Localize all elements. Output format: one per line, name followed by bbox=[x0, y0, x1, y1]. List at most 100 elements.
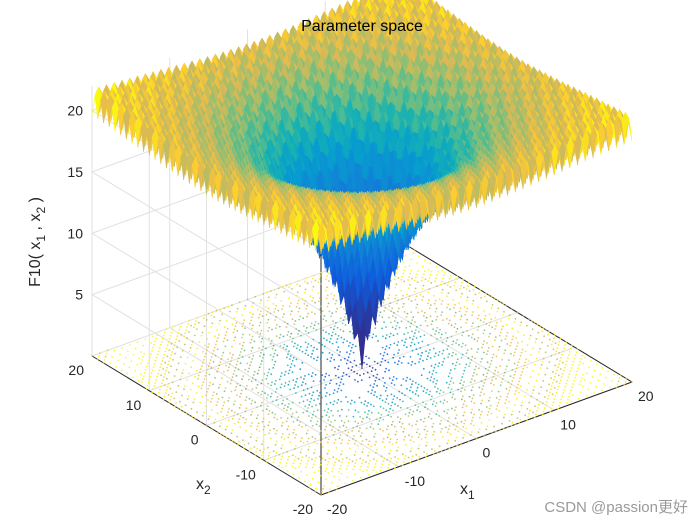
contour-dot bbox=[368, 334, 371, 337]
contour-dot bbox=[434, 438, 436, 441]
contour-dot bbox=[211, 352, 214, 355]
contour-dot bbox=[437, 365, 440, 368]
contour-dot bbox=[213, 421, 216, 424]
contour-dot bbox=[460, 296, 462, 298]
contour-dot bbox=[470, 411, 473, 414]
contour-dot bbox=[615, 386, 618, 389]
contour-dot bbox=[432, 400, 435, 403]
contour-dot bbox=[319, 391, 321, 394]
contour-dot bbox=[328, 310, 331, 313]
contour-dot bbox=[318, 402, 321, 405]
contour-dot bbox=[385, 398, 388, 400]
contour-dot bbox=[251, 358, 254, 360]
contour-dot bbox=[361, 462, 363, 465]
contour-dot bbox=[458, 363, 461, 365]
contour-dot bbox=[336, 402, 339, 404]
contour-dot bbox=[316, 409, 319, 411]
contour-dot bbox=[215, 404, 218, 407]
contour-dot bbox=[300, 384, 303, 387]
contour-dot bbox=[354, 473, 357, 476]
contour-dot bbox=[295, 392, 297, 394]
contour-dot bbox=[486, 425, 489, 428]
contour-dot bbox=[428, 299, 430, 302]
contour-dot bbox=[140, 362, 143, 365]
contour-dot bbox=[478, 417, 481, 419]
contour-dot bbox=[334, 302, 337, 305]
contour-dot bbox=[277, 287, 280, 290]
contour-dot bbox=[320, 441, 322, 444]
contour-dot bbox=[289, 441, 292, 444]
contour-dot bbox=[506, 407, 508, 409]
contour-dot bbox=[213, 391, 215, 394]
contour-dot bbox=[313, 463, 315, 466]
contour-dot bbox=[196, 317, 198, 319]
contour-dot bbox=[259, 302, 261, 305]
contour-dot bbox=[141, 359, 144, 361]
contour-dot bbox=[163, 376, 165, 378]
contour-dot bbox=[434, 363, 437, 366]
contour-dot bbox=[383, 385, 385, 387]
contour-dot bbox=[156, 395, 159, 397]
contour-dot bbox=[222, 340, 225, 343]
contour-dot bbox=[560, 398, 563, 401]
contour-dot bbox=[265, 408, 268, 411]
contour-dot bbox=[553, 334, 556, 336]
contour-dot bbox=[434, 405, 437, 407]
contour-dot bbox=[379, 394, 382, 397]
contour-dot bbox=[517, 330, 519, 333]
contour-dot bbox=[292, 432, 295, 434]
contour-dot bbox=[280, 372, 283, 374]
contour-dot bbox=[252, 374, 255, 376]
contour-dot bbox=[378, 314, 381, 317]
contour-dot bbox=[181, 349, 184, 352]
contour-dot bbox=[587, 388, 590, 391]
contour-dot bbox=[262, 417, 265, 420]
contour-dot bbox=[396, 416, 399, 418]
contour-dot bbox=[349, 402, 352, 405]
contour-dot bbox=[262, 345, 264, 348]
contour-dot bbox=[508, 400, 510, 403]
contour-dot bbox=[342, 372, 345, 374]
contour-dot bbox=[542, 357, 545, 360]
contour-dot bbox=[561, 353, 563, 356]
contour-dot bbox=[356, 444, 359, 447]
contour-dot bbox=[278, 378, 281, 381]
contour-dot bbox=[545, 329, 547, 331]
contour-dot bbox=[327, 408, 330, 410]
contour-dot bbox=[482, 373, 485, 376]
contour-dot bbox=[375, 452, 377, 454]
contour-dot bbox=[166, 344, 169, 347]
contour-dot bbox=[196, 347, 199, 350]
contour-dot bbox=[262, 451, 264, 454]
contour-dot bbox=[435, 330, 437, 332]
contour-dot bbox=[476, 351, 479, 353]
contour-dot bbox=[384, 401, 387, 403]
contour-dot bbox=[265, 313, 268, 316]
contour-dot bbox=[383, 446, 386, 448]
contour-dot bbox=[524, 414, 527, 417]
contour-dot bbox=[423, 428, 426, 431]
contour-dot bbox=[340, 336, 343, 339]
contour-dot bbox=[193, 398, 196, 401]
contour-dot bbox=[565, 341, 568, 343]
contour-dot bbox=[544, 351, 547, 354]
contour-dot bbox=[451, 396, 454, 399]
contour-dot bbox=[198, 341, 201, 343]
contour-dot bbox=[397, 405, 399, 407]
contour-dot bbox=[146, 385, 149, 387]
contour-dot bbox=[359, 435, 362, 437]
contour-dot bbox=[365, 427, 368, 430]
contour-dot bbox=[156, 375, 159, 378]
contour-dot bbox=[276, 429, 278, 432]
contour-dot bbox=[453, 326, 456, 328]
contour-dot bbox=[417, 458, 420, 461]
contour-dot bbox=[512, 354, 515, 357]
contour-dot bbox=[566, 357, 569, 359]
contour-dot bbox=[238, 354, 241, 356]
contour-dot bbox=[462, 331, 464, 334]
contour-dot bbox=[293, 364, 296, 367]
contour-dot bbox=[337, 376, 340, 379]
grid-line bbox=[149, 277, 461, 392]
contour-dot bbox=[389, 460, 392, 463]
contour-dot bbox=[476, 340, 479, 342]
